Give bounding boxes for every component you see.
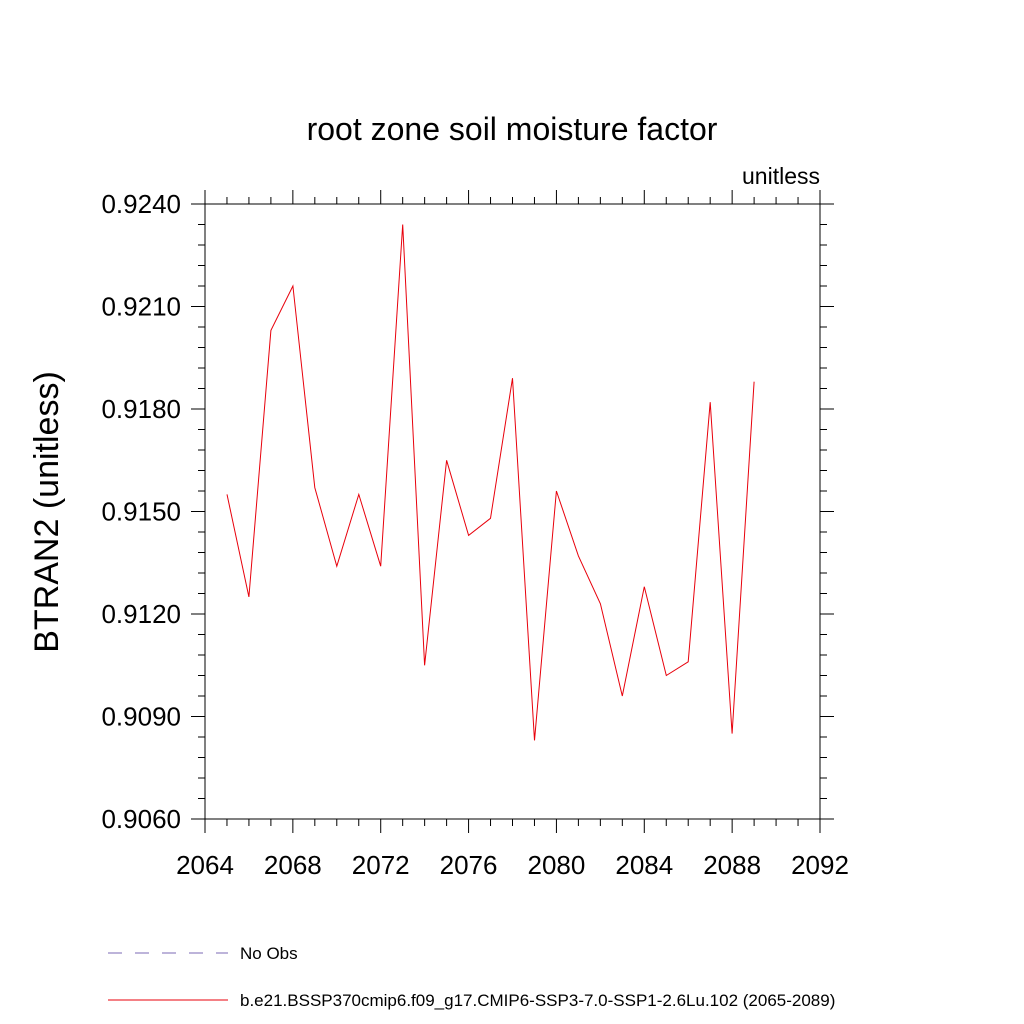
legend-label: No Obs — [240, 944, 298, 963]
units-label: unitless — [742, 163, 820, 189]
legend: No Obs b.e21.BSSP370cmip6.f09_g17.CMIP6-S… — [108, 944, 835, 1010]
x-tick-label: 2064 — [176, 850, 234, 880]
y-tick-label: 0.9180 — [101, 394, 181, 424]
y-tick-label: 0.9090 — [101, 702, 181, 732]
x-tick-label: 2092 — [791, 850, 849, 880]
y-tick-label: 0.9210 — [101, 292, 181, 322]
axis-ticks: 2064 2068 2072 2076 2080 2084 2088 2092 0.9060 0.… — [101, 189, 848, 880]
x-tick-label: 2068 — [264, 850, 322, 880]
legend-label: b.e21.BSSP370cmip6.f09_g17.CMIP6-SSP3-7.… — [240, 991, 835, 1010]
y-tick-label: 0.9120 — [101, 599, 181, 629]
x-tick-label: 2076 — [440, 850, 498, 880]
x-tick-label: 2088 — [703, 850, 761, 880]
y-tick-label: 0.9150 — [101, 497, 181, 527]
y-tick-label: 0.9240 — [101, 189, 181, 219]
y-tick-label: 0.9060 — [101, 804, 181, 834]
series-layer — [226, 224, 755, 741]
y-axis-label: BTRAN2 (unitless) — [28, 371, 66, 653]
plot-frame — [204, 203, 821, 820]
x-tick-label: 2072 — [352, 850, 410, 880]
series-line — [226, 224, 755, 741]
x-tick-label: 2084 — [615, 850, 673, 880]
chart-title: root zone soil moisture factor — [307, 111, 718, 147]
x-tick-label: 2080 — [528, 850, 586, 880]
